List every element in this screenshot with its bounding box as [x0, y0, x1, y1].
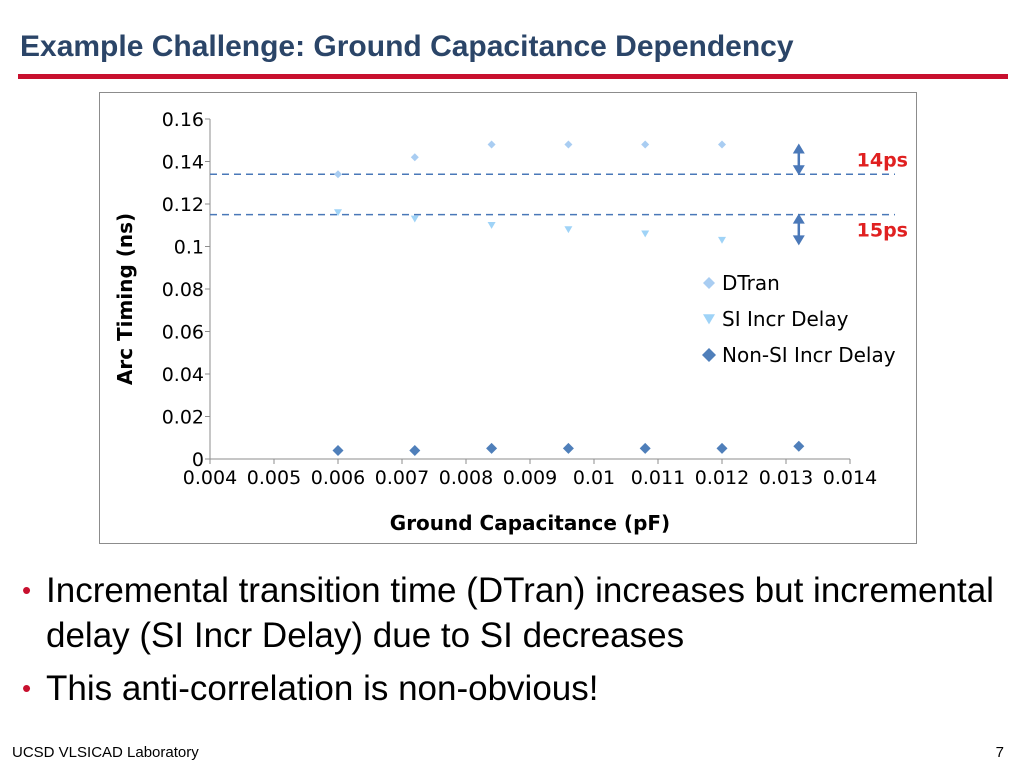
annotation-label: 15ps	[857, 220, 908, 242]
data-point	[564, 140, 573, 149]
reference-lines	[210, 173, 895, 216]
bullet-text-2: This anti-correlation is non-obvious!	[46, 669, 599, 708]
x-tick-label: 0.011	[631, 467, 685, 489]
axis-labels: Ground Capacitance (pF) Arc Timing (ns)	[113, 213, 670, 535]
legend-marker	[703, 314, 715, 325]
y-tick-label: 0.1	[174, 237, 204, 259]
arrow-head-down-icon	[792, 165, 805, 176]
legend-label: DTran	[722, 271, 780, 295]
data-point	[641, 140, 650, 149]
data-point	[409, 445, 421, 456]
arrow-head-up-icon	[792, 213, 805, 224]
bullet-dot-icon: •	[22, 575, 32, 605]
x-tick-label: 0.008	[439, 467, 493, 489]
title-underline	[18, 74, 1008, 79]
y-tick-label: 0.08	[162, 279, 204, 301]
data-point	[564, 226, 573, 234]
y-axis-title: Arc Timing (ns)	[113, 213, 137, 385]
y-tick-label: 0.04	[162, 364, 204, 386]
chart-axes: 0 0.02 0.04 0.06 0.08 0.1 0.12 0.14 0.16 0.004 0.0…	[162, 109, 878, 489]
y-tick-label: 0.02	[162, 407, 204, 429]
data-point	[718, 140, 726, 149]
page-number: 7	[995, 744, 1004, 761]
legend-marker	[703, 277, 715, 289]
footer-lab-name: UCSD VLSICAD Laboratory	[12, 744, 199, 761]
data-point	[793, 440, 805, 452]
arrow-head-up-icon	[792, 143, 805, 154]
bullet-item-1: • Incremental transition time (DTran) in…	[20, 568, 1010, 658]
x-axis-title: Ground Capacitance (pF)	[390, 511, 670, 535]
data-point	[410, 215, 419, 223]
chart-legend: DTran SI Incr Delay Non-SI Incr Delay	[702, 271, 896, 367]
y-tick-label: 0.16	[162, 109, 204, 131]
y-tick-label: 0	[192, 449, 204, 471]
data-point	[639, 442, 651, 454]
x-tick-label: 0.006	[311, 467, 365, 489]
y-tick-label: 0.06	[162, 322, 204, 344]
data-point	[334, 170, 342, 179]
bullet-dot-icon: •	[22, 673, 32, 703]
legend-label: Non-SI Incr Delay	[722, 343, 896, 367]
x-tick-label: 0.004	[183, 467, 237, 489]
data-point	[487, 140, 496, 149]
x-tick-label: 0.014	[823, 467, 877, 489]
arrow-head-down-icon	[792, 235, 805, 246]
x-tick-label: 0.005	[247, 467, 301, 489]
x-tick-label: 0.009	[503, 467, 557, 489]
data-point	[332, 445, 344, 456]
data-point	[486, 442, 498, 454]
chart-annotations: 14ps 15ps	[792, 143, 908, 246]
y-tick-label: 0.14	[162, 152, 204, 174]
scatter-chart: 0 0.02 0.04 0.06 0.08 0.1 0.12 0.14 0.16 0.004 0.0…	[113, 109, 908, 535]
legend-marker	[702, 348, 716, 362]
x-tick-label: 0.01	[573, 467, 615, 489]
x-tick-label: 0.012	[695, 467, 749, 489]
x-tick-label: 0.013	[759, 467, 813, 489]
x-tick-label: 0.007	[375, 467, 429, 489]
data-point	[716, 442, 728, 454]
data-points	[332, 140, 805, 456]
data-point	[487, 222, 496, 229]
bullet-item-2: • This anti-correlation is non-obvious!	[20, 666, 1010, 711]
bullet-list: • Incremental transition time (DTran) in…	[20, 568, 1010, 719]
data-point	[641, 230, 650, 238]
chart-container: 0 0.02 0.04 0.06 0.08 0.1 0.12 0.14 0.16 0.004 0.0…	[99, 92, 917, 544]
data-point	[410, 153, 419, 162]
slide-title: Example Challenge: Ground Capacitance De…	[20, 30, 794, 63]
legend-label: SI Incr Delay	[722, 307, 849, 331]
data-point	[562, 442, 574, 454]
data-point	[718, 236, 726, 244]
bullet-text-1: Incremental transition time (DTran) incr…	[46, 571, 994, 655]
annotation-label: 14ps	[857, 149, 908, 171]
y-tick-label: 0.12	[162, 194, 204, 216]
data-point	[334, 209, 342, 217]
